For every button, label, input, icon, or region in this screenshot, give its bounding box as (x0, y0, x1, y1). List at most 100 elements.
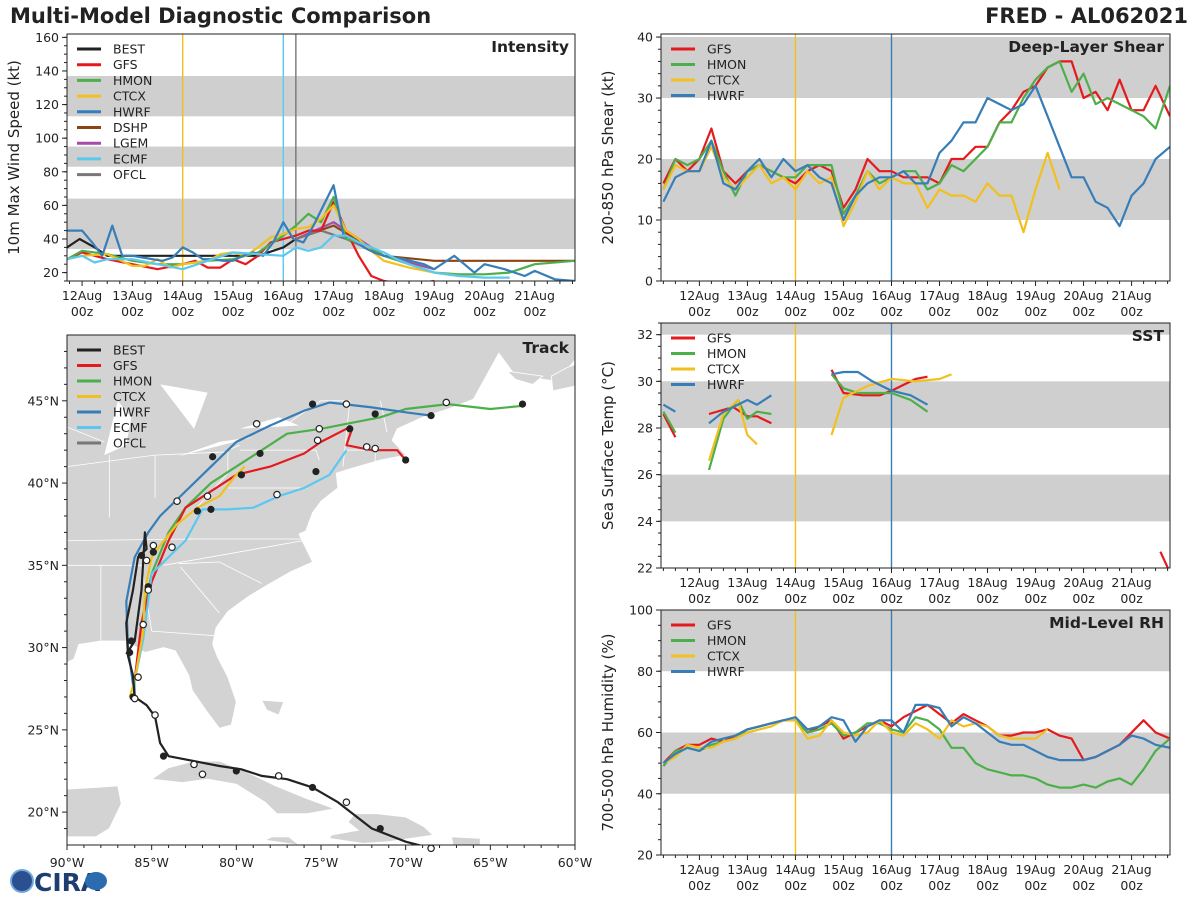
shear-xtick-hour: 00z (736, 304, 759, 319)
legend-label-ctcx: CTCX (707, 362, 740, 377)
forecast-open-point (142, 556, 151, 565)
shear-xtick-date: 15Aug (823, 288, 863, 303)
shear-xtick-hour: 00z (928, 304, 951, 319)
forecast-open-point (313, 436, 322, 445)
track-title: Track (523, 339, 570, 357)
track-ytick-label: 25°N (27, 722, 59, 737)
cape-breton-land (550, 364, 575, 392)
best-track-open-point (274, 772, 283, 780)
rh-ytick-label: 100 (629, 603, 653, 618)
puerto-rico-land (450, 836, 481, 845)
intensity-xtick-hour: 00z (171, 304, 194, 319)
forecast-point (209, 453, 217, 461)
rh-ylabel: 700-500 hPa Humidity (%) (599, 633, 617, 831)
intensity-series-gfs (67, 200, 435, 281)
rh-series-ctcx (662, 719, 1049, 765)
track-xtick-label: 90°W (50, 855, 85, 870)
intensity-band (67, 146, 575, 167)
intensity-xtick-date: 12Aug (62, 288, 102, 303)
best-track-point (308, 783, 317, 792)
forecast-point (518, 400, 527, 408)
intensity-xtick-date: 19Aug (414, 288, 454, 303)
shear-ytick-label: 20 (637, 152, 653, 167)
legend-label-ctcx: CTCX (113, 89, 146, 104)
sst-ytick-label: 30 (637, 374, 653, 389)
best-track-open-point (139, 620, 148, 629)
intensity-band (67, 198, 575, 250)
rh-xtick-hour: 00z (1072, 878, 1095, 893)
sst-plot-area (661, 323, 1170, 568)
legend-label-best: BEST (113, 42, 145, 57)
legend-label-hmon: HMON (113, 374, 152, 389)
intensity-plot-area (67, 34, 575, 281)
sst-series-hmon (662, 398, 772, 471)
sst-ytick-label: 22 (637, 561, 653, 576)
sst-xtick-hour: 00z (928, 591, 951, 606)
track-ytick-label: 20°N (27, 805, 59, 820)
legend-label-hwrf: HWRF (707, 664, 745, 679)
best-track-point (159, 752, 168, 760)
great-lake (104, 400, 132, 456)
legend-label-gfs: GFS (707, 331, 732, 346)
intensity-ytick-label: 100 (35, 131, 59, 146)
rh-xtick-hour: 00z (736, 878, 759, 893)
forecast-open-point (173, 497, 181, 505)
north-america-land (67, 335, 575, 729)
sst-xtick-date: 13Aug (727, 575, 767, 590)
yucatan-land (67, 785, 122, 838)
shear-series-ctcx (662, 145, 1061, 234)
sst-panel: 22242628303212Aug00z13Aug00z14Aug00z15Au… (599, 322, 1171, 606)
state-border (342, 400, 351, 467)
forecast-point (312, 467, 320, 476)
shear-ytick-label: 0 (645, 274, 653, 289)
sst-ytick-label: 26 (637, 467, 653, 482)
sst-series-gfs (1159, 551, 1170, 568)
rh-xtick-hour: 00z (1024, 878, 1047, 893)
legend-label-gfs: GFS (707, 618, 732, 633)
shear-xtick-hour: 00z (1072, 304, 1095, 319)
sst-xtick-date: 12Aug (679, 575, 719, 590)
track-xtick-label: 65°W (473, 855, 508, 870)
track-xtick-label: 85°W (134, 855, 169, 870)
forecast-open-point (342, 400, 351, 408)
forecast-open-point (442, 398, 451, 407)
intensity-ytick-label: 20 (43, 265, 59, 280)
forecast-open-point (190, 760, 198, 769)
rh-xtick-date: 13Aug (727, 862, 767, 877)
track-series-hmon (133, 403, 525, 681)
cira-logo: CIRA (8, 864, 108, 898)
rh-xtick-hour: 00z (688, 878, 711, 893)
intensity-ytick-label: 160 (35, 30, 59, 45)
intensity-xtick-date: 13Aug (112, 288, 152, 303)
shear-ytick-label: 40 (637, 30, 653, 45)
intensity-xtick-hour: 00z (222, 304, 245, 319)
shear-xtick-date: 19Aug (1015, 288, 1055, 303)
legend-label-ofcl: OFCL (113, 436, 146, 451)
sst-xtick-hour: 00z (880, 591, 903, 606)
rh-xtick-date: 19Aug (1015, 862, 1055, 877)
great-lake (177, 437, 254, 457)
legend-label-hmon: HMON (707, 57, 746, 72)
legend-label-hwrf: HWRF (113, 104, 151, 119)
intensity-xtick-date: 17Aug (313, 288, 353, 303)
shear-xtick-date: 17Aug (919, 288, 959, 303)
best-track-point (137, 551, 146, 560)
intensity-series-hwrf (67, 184, 575, 281)
forecast-open-point (168, 543, 176, 552)
rh-panel: 2040608010012Aug00z13Aug00z14Aug00z15Aug… (599, 603, 1171, 893)
intensity-xtick-date: 15Aug (213, 288, 253, 303)
intensity-ytick-label: 140 (35, 63, 59, 78)
intensity-xtick-hour: 00z (473, 304, 496, 319)
legend-label-ctcx: CTCX (113, 389, 146, 404)
sst-xtick-date: 16Aug (871, 575, 911, 590)
state-border (286, 400, 350, 425)
track-ytick-label: 35°N (27, 558, 59, 573)
forecast-point (237, 471, 246, 479)
rh-xtick-date: 21Aug (1111, 862, 1151, 877)
track-series-ctcx (128, 465, 246, 698)
state-border (67, 538, 193, 542)
shear-xtick-hour: 00z (784, 304, 807, 319)
legend-label-ecmf: ECMF (113, 420, 148, 435)
legend-label-ctcx: CTCX (707, 73, 740, 88)
